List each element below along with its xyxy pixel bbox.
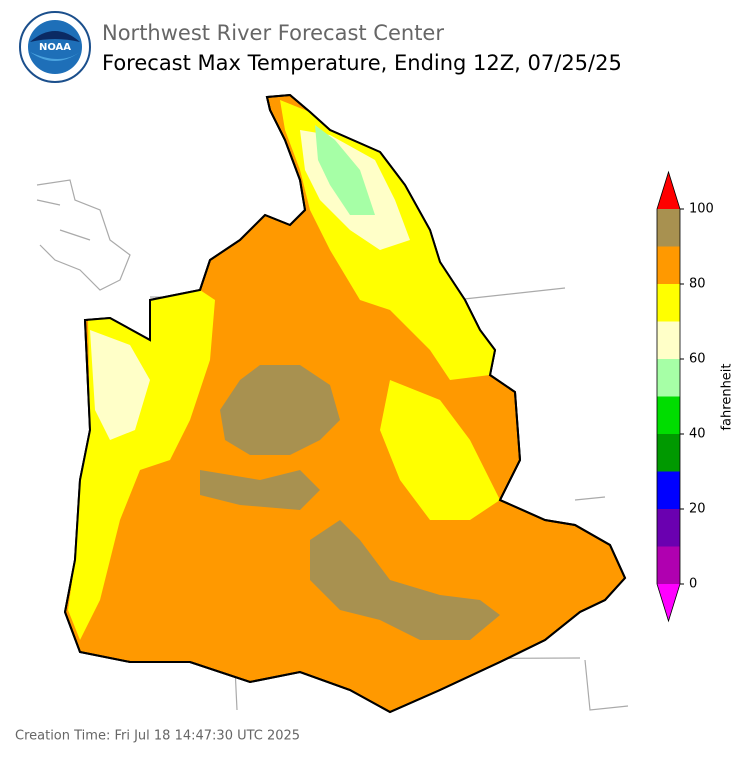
colorbar-bin: [657, 321, 680, 359]
map: [36, 93, 629, 714]
colorbar-bin: [657, 246, 680, 284]
colorbar-tick-label: 60: [689, 352, 706, 367]
colorbar-bin: [657, 546, 680, 584]
svg-text:NOAA: NOAA: [39, 42, 71, 53]
colorbar-tick-label: 20: [689, 502, 706, 517]
creation-time: Creation Time: Fri Jul 18 14:47:30 UTC 2…: [15, 729, 300, 744]
colorbar-bin: [657, 284, 680, 322]
colorbar-over: [657, 172, 680, 209]
colorbar-bin: [657, 471, 680, 509]
noaa-logo: NOAA: [19, 11, 91, 83]
colorbar-under: [657, 584, 680, 621]
colorbar-bin: [657, 434, 680, 472]
map-title: Forecast Max Temperature, Ending 12Z, 07…: [102, 51, 622, 75]
org-title: Northwest River Forecast Center: [102, 21, 444, 45]
colorbar: 0 20 40 60 80 100: [656, 170, 714, 623]
colorbar-bin: [657, 509, 680, 547]
colorbar-bin: [657, 396, 680, 434]
colorbar-bin: [657, 359, 680, 397]
colorbar-label: fahrenheit: [720, 363, 735, 430]
colorbar-tick-label: 80: [689, 277, 706, 292]
colorbar-bin: [657, 209, 680, 247]
colorbar-tick-label: 100: [689, 202, 714, 217]
colorbar-tick-label: 0: [689, 577, 697, 592]
colorbar-tick-label: 40: [689, 427, 706, 442]
